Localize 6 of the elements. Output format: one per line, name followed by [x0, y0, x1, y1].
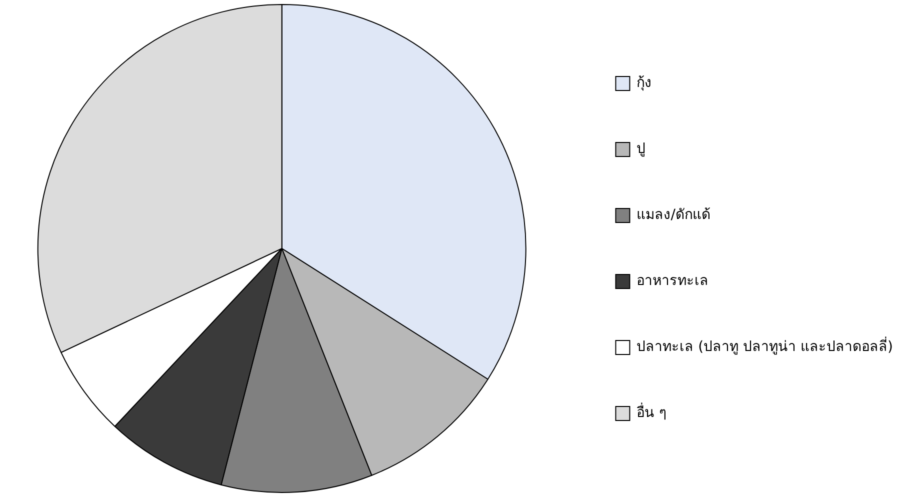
legend-label: ปลาทะเล (ปลาทู ปลาทูน่า และปลาดอลลี่)	[636, 337, 894, 356]
legend-label: แมลง/ดักแด้	[636, 207, 710, 224]
legend-label: กุ้ง	[636, 75, 652, 92]
legend-label: อื่น ๆ	[636, 403, 668, 422]
legend-label: ปู	[636, 141, 646, 158]
legend-label: อาหารทะเล	[636, 273, 709, 290]
